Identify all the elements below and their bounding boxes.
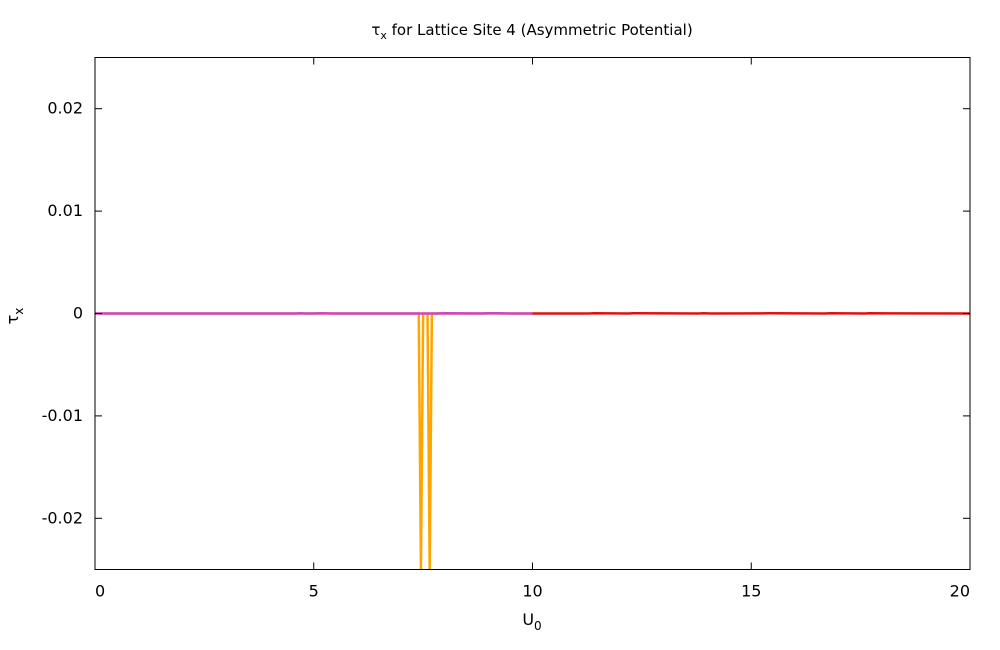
y-tick-label: 0 bbox=[73, 304, 83, 323]
x-tick-label: 15 bbox=[741, 582, 761, 601]
x-axis-label: U0 bbox=[522, 610, 541, 633]
y-axis-label-main: τ bbox=[3, 315, 22, 325]
x-axis-label-subscript: 0 bbox=[534, 619, 542, 633]
y-tick-label: 0.01 bbox=[47, 201, 83, 220]
y-tick-label: -0.02 bbox=[42, 508, 83, 527]
chart-title-subscript: x bbox=[380, 29, 387, 42]
series-line-1 bbox=[95, 312, 533, 570]
chart-title-symbol: τ bbox=[371, 21, 380, 39]
y-tick-label: -0.01 bbox=[42, 406, 83, 425]
x-axis-label-main: U bbox=[522, 610, 534, 629]
series-layer bbox=[95, 311, 971, 570]
y-axis-label: τx bbox=[3, 308, 26, 325]
ticks-layer: 0 5 10 15 20 -0.02 -0.01 0 0.01 0.02 bbox=[42, 57, 971, 601]
y-tick-label: 0.02 bbox=[47, 99, 83, 118]
x-tick-label: 20 bbox=[950, 582, 970, 601]
chart-title-text: for Lattice Site 4 (Asymmetric Potential… bbox=[387, 21, 693, 39]
x-tick-label: 5 bbox=[309, 582, 319, 601]
y-axis-label-subscript: x bbox=[12, 308, 26, 315]
x-tick-label: 0 bbox=[95, 582, 105, 601]
x-tick-label: 10 bbox=[522, 582, 542, 601]
chart-title: τx for Lattice Site 4 (Asymmetric Potent… bbox=[371, 21, 692, 42]
